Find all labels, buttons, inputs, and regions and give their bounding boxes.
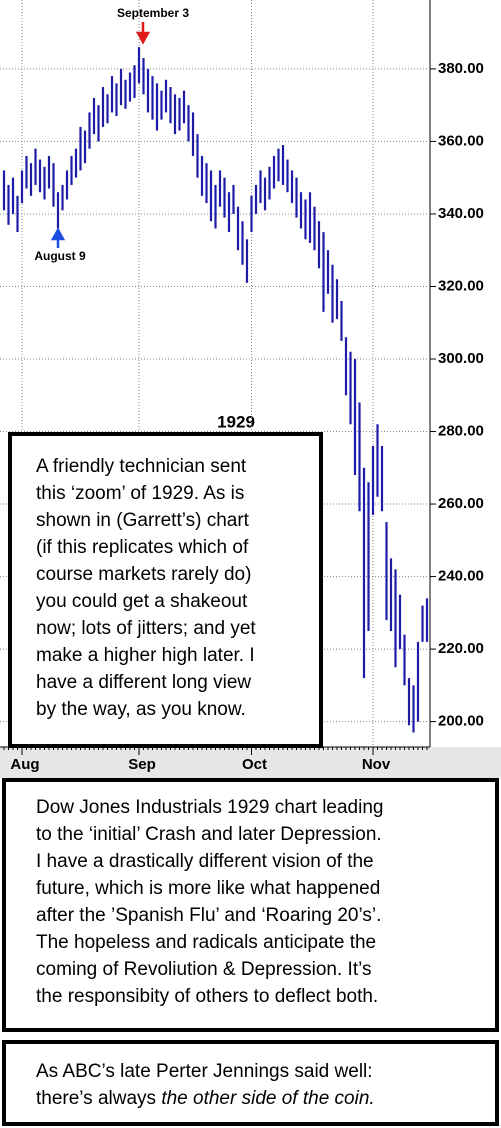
arrow-up [50,227,66,248]
chart-title: 1929 [217,412,255,431]
y-tick-label: 280.00 [438,422,484,439]
text-line: The hopeless and radicals anticipate the [36,932,377,953]
y-tick-label: 240.00 [438,568,484,585]
text-line: shown in (Garrett’s) chart [36,510,249,531]
text: there’s always [36,1088,162,1109]
y-tick-label: 380.00 [438,60,484,77]
annotation: August 9 [34,249,86,263]
text-line: Dow Jones Industrials 1929 chart leading [36,797,384,818]
x-tick-label: Oct [242,756,267,773]
x-axis-band [0,747,501,778]
emphasis: the other side of the coin. [161,1088,375,1109]
x-tick-label: Sep [128,756,156,773]
y-tick-label: 300.00 [438,350,484,367]
y-tick-label: 260.00 [438,495,484,512]
y-tick-label: 360.00 [438,132,484,149]
text-line: course markets rarely do) [36,564,252,585]
text-line: there’s always the other side of the coi… [36,1085,495,1112]
y-tick-label: 320.00 [438,277,484,294]
text-line: A friendly technician sent [36,456,247,477]
text-line: you could get a shakeout [36,591,248,612]
text-line: this ‘zoom’ of 1929. As is [36,483,245,504]
caption-box: Dow Jones Industrials 1929 chart leading… [2,778,499,1032]
text-line: future, which is more like what happened [36,878,381,899]
y-tick-label: 340.00 [438,205,484,222]
text-line: coming of Revoliution & Depression. It’s [36,959,372,980]
text-line: by the way, as you know. [36,699,246,720]
arrow-down [135,22,151,45]
text-line: now; lots of jitters; and yet [36,618,256,639]
x-tick-label: Aug [10,756,39,773]
text-line: (if this replicates which of [36,537,249,558]
y-tick-label: 200.00 [438,713,484,730]
text-line: I have a drastically different vision of… [36,851,374,872]
text-line: after the ’Spanish Flu’ and ‘Roaring 20’… [36,905,382,926]
quote-box: As ABC’s late Perter Jennings said well:… [2,1040,499,1126]
comment-box: A friendly technician sent this ‘zoom’ o… [8,432,323,748]
text-line: the responsibity of others to deflect bo… [36,986,379,1007]
x-tick-label: Nov [362,756,391,773]
text-line: make a higher high later. I [36,645,255,666]
y-tick-label: 220.00 [438,640,484,657]
text-line: to the ‘initial’ Crash and later Depress… [36,824,382,845]
text-line: have a different long view [36,672,252,693]
annotation: September 3 [117,6,189,20]
text-line: As ABC’s late Perter Jennings said well: [36,1061,373,1082]
